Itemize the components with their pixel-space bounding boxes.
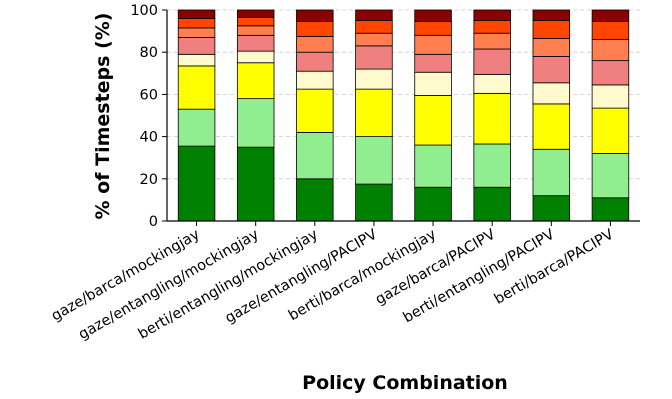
- bar-segment: [532, 103, 571, 150]
- bar-segment: [473, 73, 511, 94]
- bar-segment: [532, 82, 571, 105]
- bar-segment: [473, 9, 511, 21]
- bar-segment: [532, 9, 571, 21]
- bar-segment: [355, 20, 393, 34]
- bar-segment: [473, 32, 511, 50]
- bar-segment: [414, 95, 452, 146]
- bar-segment: [236, 25, 275, 36]
- bar-segment: [414, 21, 452, 36]
- y-ticks: 0 20 40 60 80 100: [130, 3, 167, 230]
- bar-segment: [296, 21, 334, 37]
- bar-segment: [473, 20, 511, 34]
- bar-segment: [355, 136, 393, 185]
- bar-segment: [177, 18, 216, 29]
- bar-segment: [473, 48, 511, 75]
- bar-segment: [296, 35, 334, 53]
- bar-segment: [473, 186, 511, 222]
- bar-segment: [355, 88, 393, 137]
- y-tick-label: 80: [140, 45, 158, 61]
- bar-segment: [236, 16, 275, 27]
- bar-segment: [355, 9, 393, 21]
- bar-segment: [591, 153, 630, 199]
- bar-segment: [473, 143, 511, 188]
- axes: [166, 10, 640, 222]
- bar-segment: [532, 20, 571, 39]
- y-tick-label: 40: [140, 130, 158, 146]
- bar-segment: [355, 45, 393, 70]
- bar-segment: [236, 98, 275, 148]
- bar-segment: [414, 34, 452, 55]
- bar-segment: [296, 88, 334, 133]
- bar-segment: [532, 195, 571, 222]
- bar-segment: [296, 70, 334, 90]
- bar-segment: [177, 108, 216, 147]
- bar-segment: [296, 9, 334, 23]
- y-tick-label: 0: [149, 214, 158, 230]
- bar-segment: [296, 131, 334, 180]
- bar-segment: [414, 9, 452, 23]
- bar-segment: [177, 65, 216, 110]
- bar-segment: [177, 53, 216, 67]
- bar-segment: [296, 51, 334, 72]
- bar-segment: [414, 186, 452, 222]
- bar-segment: [591, 39, 630, 62]
- x-ticks: gaze/barca/mockingjaygaze/entangling/moc…: [49, 221, 616, 343]
- y-axis-title: % of Timesteps (%): [92, 13, 114, 220]
- bar-segment: [177, 9, 216, 19]
- bar-segment: [591, 9, 630, 23]
- bar-segment: [177, 37, 216, 55]
- bar-segment: [355, 68, 393, 90]
- bar-segment: [591, 84, 630, 109]
- bar-segment: [236, 146, 275, 222]
- bar-segment: [473, 92, 511, 145]
- bar-segment: [177, 145, 216, 222]
- bar-segment: [236, 50, 275, 64]
- bar-segment: [177, 27, 216, 38]
- bar-segment: [591, 21, 630, 40]
- bar-segment: [355, 32, 393, 47]
- x-axis-title: Policy Combination: [302, 372, 508, 394]
- bars: [177, 9, 630, 222]
- y-tick-label: 100: [130, 3, 158, 19]
- bar-segment: [355, 183, 393, 222]
- bar-segment: [532, 56, 571, 84]
- bar-segment: [591, 107, 630, 154]
- bar-segment: [532, 38, 571, 57]
- bar-segment: [591, 60, 630, 86]
- bar-segment: [414, 144, 452, 188]
- bar-segment: [591, 197, 630, 222]
- y-tick-label: 20: [140, 172, 158, 188]
- bar-segment: [532, 148, 571, 197]
- bar-segment: [236, 9, 275, 18]
- bar-segment: [414, 53, 452, 73]
- bar-segment: [236, 62, 275, 100]
- bar-segment: [236, 34, 275, 52]
- bar-segment: [414, 71, 452, 96]
- y-tick-label: 60: [140, 87, 158, 103]
- bar-segment: [296, 178, 334, 222]
